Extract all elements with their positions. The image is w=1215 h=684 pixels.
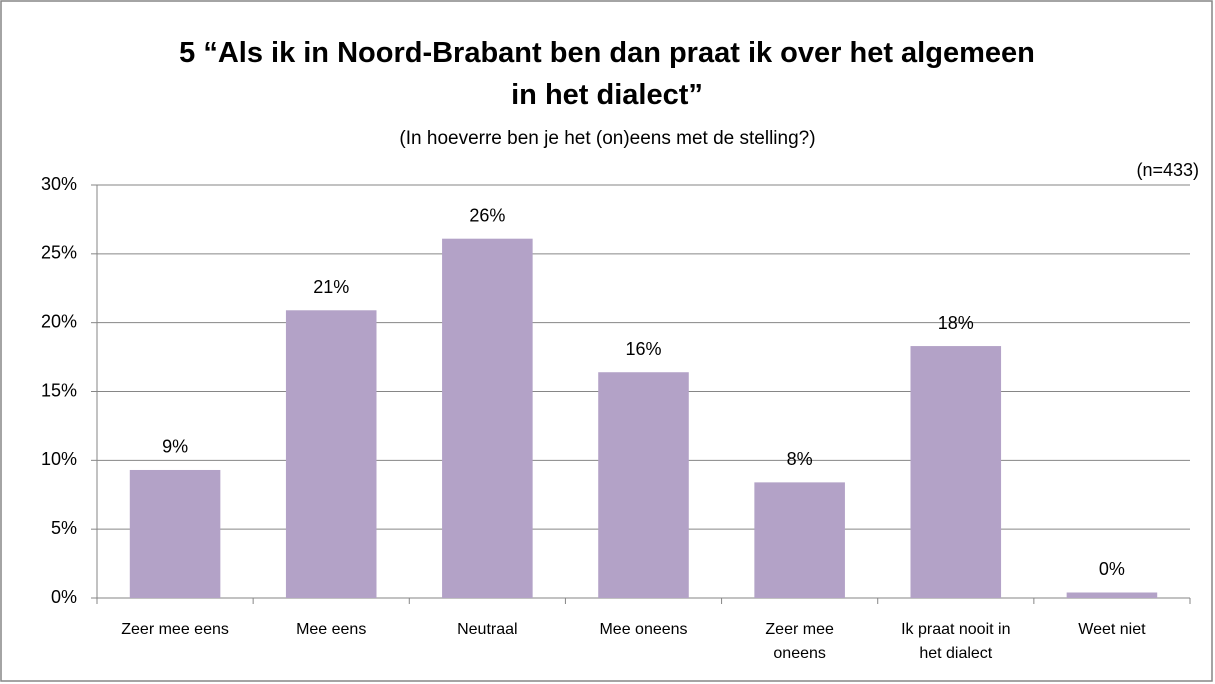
y-tick-label: 0% — [51, 587, 77, 607]
x-tick-label: Weet niet — [1078, 621, 1146, 638]
x-tick-label: Mee oneens — [599, 621, 688, 638]
x-tick-label: Zeer mee oneens — [765, 621, 834, 662]
y-tick-label: 25% — [41, 243, 77, 263]
bar — [442, 238, 533, 598]
data-label: 8% — [787, 449, 813, 469]
y-tick-label: 30% — [41, 174, 77, 194]
x-tick-label: Neutraal — [457, 621, 518, 638]
bar — [754, 482, 845, 598]
x-tick-label: Mee eens — [296, 621, 367, 638]
bar — [598, 372, 689, 598]
bar — [129, 469, 221, 598]
chart-title: 5 “Als ik in Noord-Brabant ben dan praat… — [179, 37, 1035, 111]
y-tick-label: 20% — [41, 311, 77, 331]
data-label: 18% — [938, 313, 974, 333]
x-tick-label: Zeer mee eens — [121, 621, 229, 638]
bar — [1066, 592, 1158, 598]
y-tick-label: 15% — [41, 380, 77, 400]
data-label: 21% — [313, 277, 349, 297]
bar — [285, 310, 377, 598]
data-label: 16% — [625, 339, 661, 359]
x-tick-label: Ik praat nooit in het dialect — [901, 621, 1011, 662]
data-label: 0% — [1099, 559, 1125, 579]
bar — [910, 346, 1002, 598]
y-tick-label: 10% — [41, 449, 77, 469]
sample-size: (n=433) — [1136, 160, 1199, 180]
chart-subtitle: (In hoeverre ben je het (on)eens met de … — [399, 128, 816, 149]
data-label: 9% — [162, 437, 188, 457]
data-label: 26% — [469, 205, 505, 225]
y-tick-label: 5% — [51, 518, 77, 538]
